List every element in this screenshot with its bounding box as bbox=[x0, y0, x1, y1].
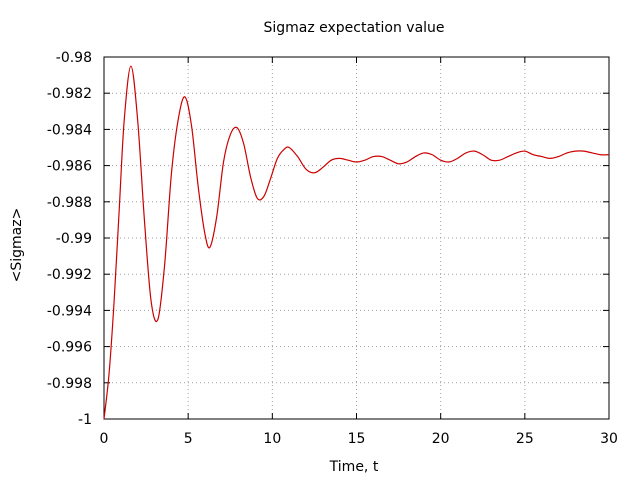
y-axis-label: <Sigmaz> bbox=[9, 208, 25, 283]
y-axis: -1 -0.998 -0.996 -0.994 -0.992 -0.99 -0.988 -0.… bbox=[47, 50, 609, 428]
y-tick-label: -0.99 bbox=[56, 231, 92, 247]
y-tick-label: -0.992 bbox=[47, 267, 92, 283]
grid-lines bbox=[104, 57, 609, 419]
series-line bbox=[103, 65, 610, 420]
y-tick-label: -0.982 bbox=[47, 86, 92, 102]
y-tick-label: -1 bbox=[78, 412, 92, 428]
y-tick-label: -0.998 bbox=[47, 376, 92, 392]
x-axis-label: Time, t bbox=[329, 459, 379, 475]
x-tick-label: 0 bbox=[100, 431, 109, 447]
y-tick-label: -0.984 bbox=[47, 122, 92, 138]
x-tick-label: 15 bbox=[348, 431, 366, 447]
y-tick-label: -0.98 bbox=[56, 50, 92, 66]
x-tick-label: 25 bbox=[516, 431, 534, 447]
x-tick-label: 10 bbox=[263, 431, 281, 447]
y-tick-label: -0.994 bbox=[47, 303, 92, 319]
x-tick-label: 20 bbox=[432, 431, 450, 447]
chart-title: Sigmaz expectation value bbox=[263, 20, 444, 36]
y-tick-label: -0.996 bbox=[47, 340, 92, 356]
x-tick-label: 30 bbox=[600, 431, 618, 447]
y-tick-label: -0.988 bbox=[47, 195, 92, 211]
x-axis: 0 5 10 15 20 25 30 bbox=[100, 57, 618, 447]
y-tick-label: -0.986 bbox=[47, 159, 92, 175]
x-tick-label: 5 bbox=[184, 431, 193, 447]
